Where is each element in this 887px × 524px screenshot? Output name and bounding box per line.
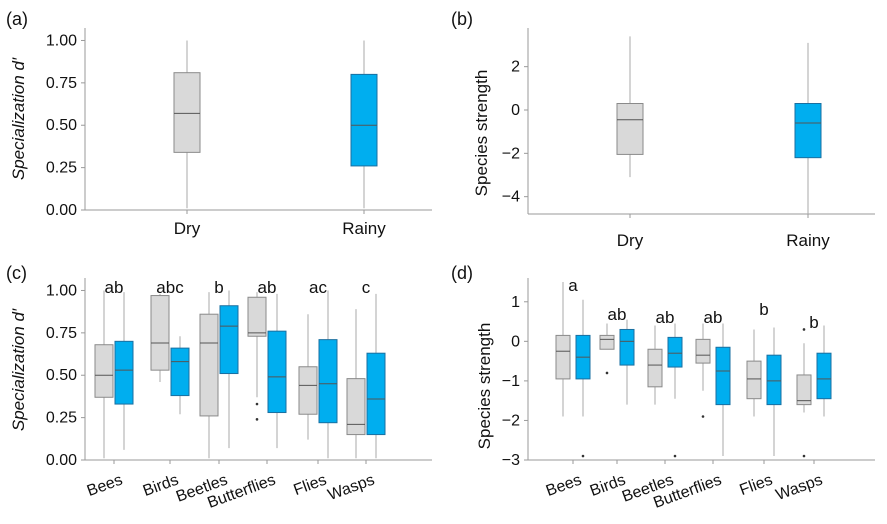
x-tick-label: Flies [737, 472, 775, 500]
box-dry-box [555, 334, 571, 380]
box-rainy-box [794, 103, 822, 159]
panel-label-c: (c) [6, 263, 27, 283]
box-rainy-box [219, 305, 239, 375]
y-tick-label: 1.00 [46, 282, 77, 299]
panel-a: (a) Specialization d′ 0.00 0.25 0.50 0.75 1.… [6, 9, 432, 238]
box-dry-box [796, 374, 812, 406]
significance-letter: b [809, 313, 818, 332]
box-rainy-box [318, 339, 338, 424]
x-tick-label: Rainy [786, 231, 830, 250]
box-rainy-box [715, 346, 731, 406]
significance-letter: ac [309, 278, 327, 297]
panel-label-a: (a) [6, 9, 28, 29]
box-rainy-box [667, 336, 683, 368]
box-dry-box [150, 295, 170, 371]
ylabel-a: Specialization d′ [9, 57, 28, 180]
box-rainy-box [366, 352, 386, 436]
significance-letter: b [214, 278, 223, 297]
y-tick-label: 0.75 [46, 325, 77, 342]
x-tick-label: Rainy [342, 219, 386, 238]
panel-label-d: (d) [451, 263, 473, 283]
x-tick-label: Birds [141, 472, 181, 500]
box-dry-box [647, 348, 663, 388]
y-tick-label: 0 [511, 102, 520, 119]
panel-b: (b) Species strength −4 −2 0 2 Dry Rainy [451, 9, 875, 250]
y-tick-label: −3 [502, 452, 520, 469]
box-dry-box [173, 72, 201, 153]
box-rainy-box [170, 347, 190, 397]
outlier-rainy [673, 454, 677, 458]
significance-letter: ab [608, 305, 627, 324]
outlier-dry [802, 454, 806, 458]
box-dry-box [346, 378, 366, 436]
y-tick-label: 2 [511, 59, 520, 76]
significance-letter: b [759, 300, 768, 319]
y-tick-label: 0.25 [46, 160, 77, 177]
significance-letter: ab [258, 278, 277, 297]
box-dry-box [298, 366, 318, 415]
x-tick-label: Bees [85, 472, 125, 500]
outlier-dry [701, 415, 705, 418]
panel-c: (c) Specialization d′ 0.00 0.25 0.50 0.75 1.… [6, 263, 432, 512]
y-tick-label: 0.00 [46, 202, 77, 219]
significance-letter: ab [105, 278, 124, 297]
box-rainy-box [619, 328, 635, 366]
ylabel-c: Specialization d′ [9, 308, 28, 431]
x-tick-label: Dry [174, 219, 201, 238]
outlier-dry [255, 402, 259, 406]
outlier-dry [605, 371, 609, 375]
box-dry-box [94, 344, 114, 398]
ylabel-d: Species strength [475, 323, 494, 450]
y-tick-label: −2 [502, 412, 520, 429]
x-tick-label: Flies [291, 472, 329, 500]
box-rainy-box [350, 73, 378, 167]
y-tick-label: 0.50 [46, 367, 77, 384]
box-dry-box [746, 360, 762, 400]
y-tick-label: 0 [511, 333, 520, 350]
outlier-dry [802, 328, 806, 331]
outlier-rainy [581, 454, 585, 458]
box-dry-box [695, 338, 711, 364]
panel-label-b: (b) [451, 9, 473, 29]
box-dry-box [616, 103, 644, 155]
ylabel-b: Species strength [472, 70, 491, 197]
box-dry-box [599, 334, 615, 350]
y-tick-label: 0.75 [46, 75, 77, 92]
x-tick-label: Bees [544, 472, 584, 500]
y-tick-label: 1 [511, 294, 520, 311]
outlier-dry [255, 418, 259, 421]
panel-d: (d) Species strength −3−2−101aBeesabBird… [451, 263, 875, 512]
significance-letter: ab [656, 308, 675, 327]
y-tick-label: −4 [502, 189, 520, 206]
box-dry-box [199, 313, 219, 417]
box-rainy-box [267, 330, 287, 414]
box-dry-box [247, 296, 267, 337]
y-tick-label: 1.00 [46, 32, 77, 49]
box-rainy-box [766, 354, 782, 406]
significance-letter: a [568, 276, 578, 295]
significance-letter: abc [156, 278, 184, 297]
y-tick-label: 0.25 [46, 410, 77, 427]
significance-letter: c [362, 278, 371, 297]
y-tick-label: 0.50 [46, 117, 77, 134]
y-tick-label: −1 [502, 373, 520, 390]
significance-letter: ab [704, 308, 723, 327]
box-rainy-box [114, 340, 134, 405]
y-tick-label: 0.00 [46, 452, 77, 469]
box-rainy-box [816, 352, 832, 400]
x-tick-label: Dry [617, 231, 644, 250]
x-tick-label: Wasps [774, 472, 825, 504]
x-tick-label: Wasps [326, 472, 377, 504]
y-tick-label: −2 [502, 145, 520, 162]
